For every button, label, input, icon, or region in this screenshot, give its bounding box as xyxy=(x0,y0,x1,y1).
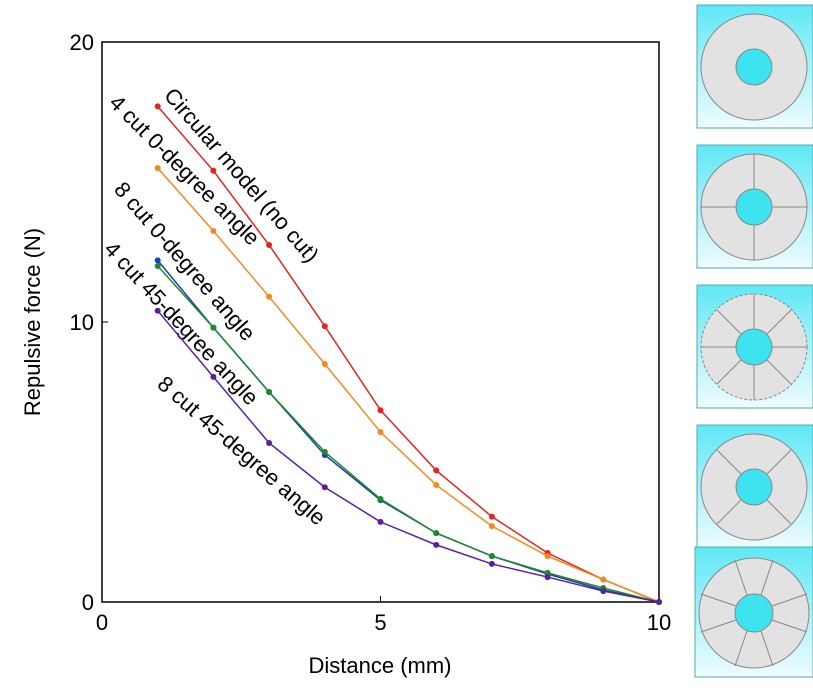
y-axis-label: Repulsive force (N) xyxy=(20,228,45,416)
icon-4cut-45 xyxy=(696,424,813,549)
data-point xyxy=(154,103,161,110)
y-tick-label: 20 xyxy=(70,30,94,55)
data-point xyxy=(266,242,273,248)
data-point xyxy=(600,588,607,595)
data-point xyxy=(488,560,495,567)
data-point xyxy=(656,599,662,605)
x-tick-label: 0 xyxy=(96,610,108,635)
data-point xyxy=(433,481,440,488)
data-point xyxy=(377,495,384,502)
data-point xyxy=(433,530,440,537)
series-line xyxy=(157,265,660,603)
data-point xyxy=(210,228,217,234)
data-point xyxy=(488,553,495,560)
icon-4cut-0 xyxy=(696,144,813,269)
data-point xyxy=(377,518,384,525)
series-line xyxy=(157,167,660,603)
data-point xyxy=(544,569,551,576)
data-point xyxy=(266,439,273,446)
data-point xyxy=(266,389,273,395)
data-point xyxy=(321,484,328,491)
icon-8cut-0 xyxy=(696,284,813,409)
data-point xyxy=(377,407,384,414)
data-point xyxy=(210,373,217,380)
x-axis-label: Distance (mm) xyxy=(308,653,451,678)
data-point xyxy=(433,467,440,474)
icon-8cut-45 xyxy=(694,546,813,678)
data-point xyxy=(544,574,551,581)
icon-circular xyxy=(696,4,813,129)
data-point xyxy=(266,293,273,300)
data-point xyxy=(210,324,217,331)
data-point xyxy=(154,263,161,269)
series-line xyxy=(157,105,660,603)
data-point xyxy=(488,513,495,520)
data-point xyxy=(377,429,384,436)
series-line xyxy=(157,310,660,603)
data-point xyxy=(321,448,328,455)
data-point xyxy=(321,323,328,330)
data-point xyxy=(154,257,161,264)
data-point xyxy=(321,361,328,367)
data-point xyxy=(433,541,440,548)
y-tick-label: 0 xyxy=(82,590,94,615)
x-tick-label: 10 xyxy=(647,610,671,635)
data-point xyxy=(154,307,161,314)
y-tick-label: 10 xyxy=(70,310,94,335)
data-point xyxy=(600,576,607,583)
data-point xyxy=(544,553,551,560)
data-point xyxy=(154,165,161,171)
data-point xyxy=(210,167,217,174)
x-tick-label: 5 xyxy=(374,610,386,635)
data-point xyxy=(488,523,495,530)
model-icons xyxy=(694,4,813,678)
